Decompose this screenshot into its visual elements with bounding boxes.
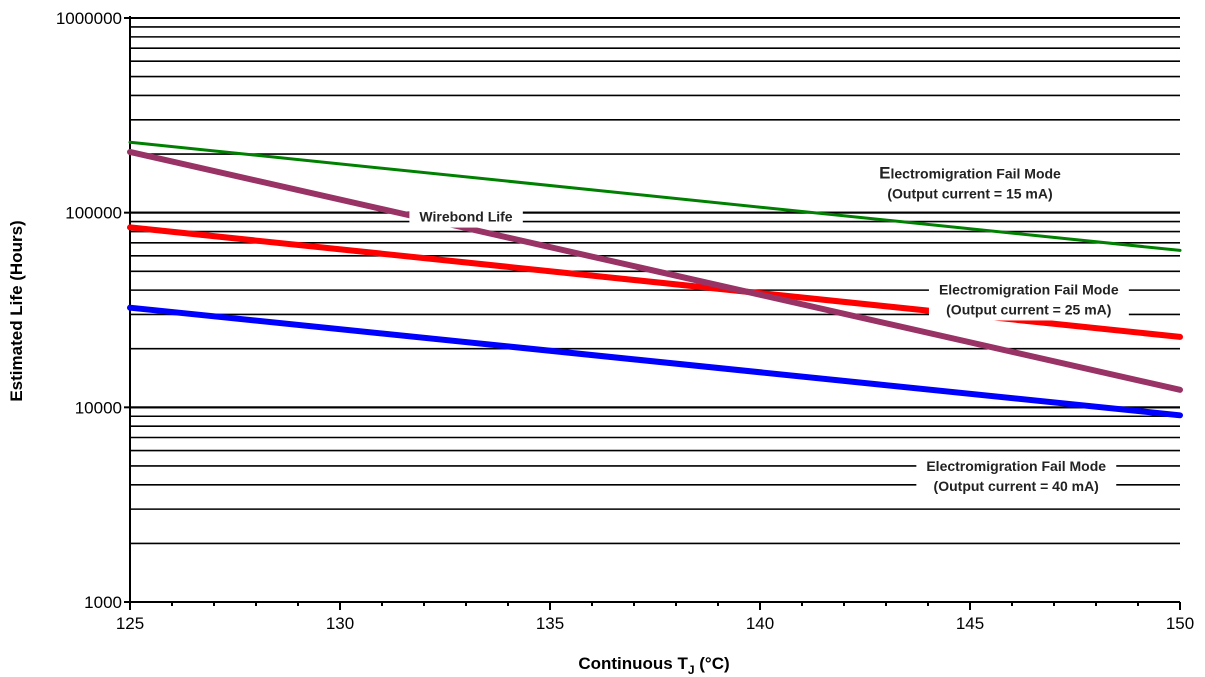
x-tick-label: 135 (536, 614, 564, 633)
x-tick-label: 145 (956, 614, 984, 633)
annotation-line1: Wirebond Life (419, 209, 512, 225)
annotation-background (916, 455, 1117, 498)
y-tick-label: 100000 (65, 204, 122, 223)
annotation-3: Electromigration Fail Mode (Output curren… (928, 278, 1129, 321)
annotations: Electromigration Fail Mode (Output curren… (409, 160, 1129, 498)
annotation-background (869, 160, 1072, 205)
annotation-4: Electromigration Fail Mode (Output curren… (916, 455, 1117, 498)
x-tick-label: 130 (326, 614, 354, 633)
y-tick-label: 1000000 (56, 9, 122, 28)
annotation-background (409, 205, 523, 228)
annotation-line1: Electromigration Fail Mode (926, 458, 1106, 474)
y-axis-title: Estimated Life (Hours) (7, 220, 26, 401)
x-axis-title: Continuous TJ (°C) (578, 654, 729, 677)
annotation-line2: (Output current = 25 mA) (946, 301, 1111, 317)
series-line-4 (127, 148, 1183, 393)
y-tick-label: 1000 (84, 593, 122, 612)
annotation-1: Electromigration Fail Mode (Output curren… (869, 160, 1072, 205)
annotation-line1: Electromigration Fail Mode (879, 163, 1061, 182)
annotation-line2: (Output current = 15 mA) (887, 185, 1052, 201)
series-line-3 (127, 304, 1183, 419)
x-tick-label: 150 (1166, 614, 1194, 633)
annotation-background (928, 278, 1129, 321)
x-tick-label: 125 (116, 614, 144, 633)
x-tick-label: 140 (746, 614, 774, 633)
annotation-line2: (Output current = 40 mA) (934, 478, 1099, 494)
annotation-2: Wirebond Life (409, 205, 523, 228)
series-line-1 (128, 140, 1182, 252)
y-tick-label: 10000 (75, 398, 122, 417)
annotation-line1: Electromigration Fail Mode (939, 281, 1119, 297)
